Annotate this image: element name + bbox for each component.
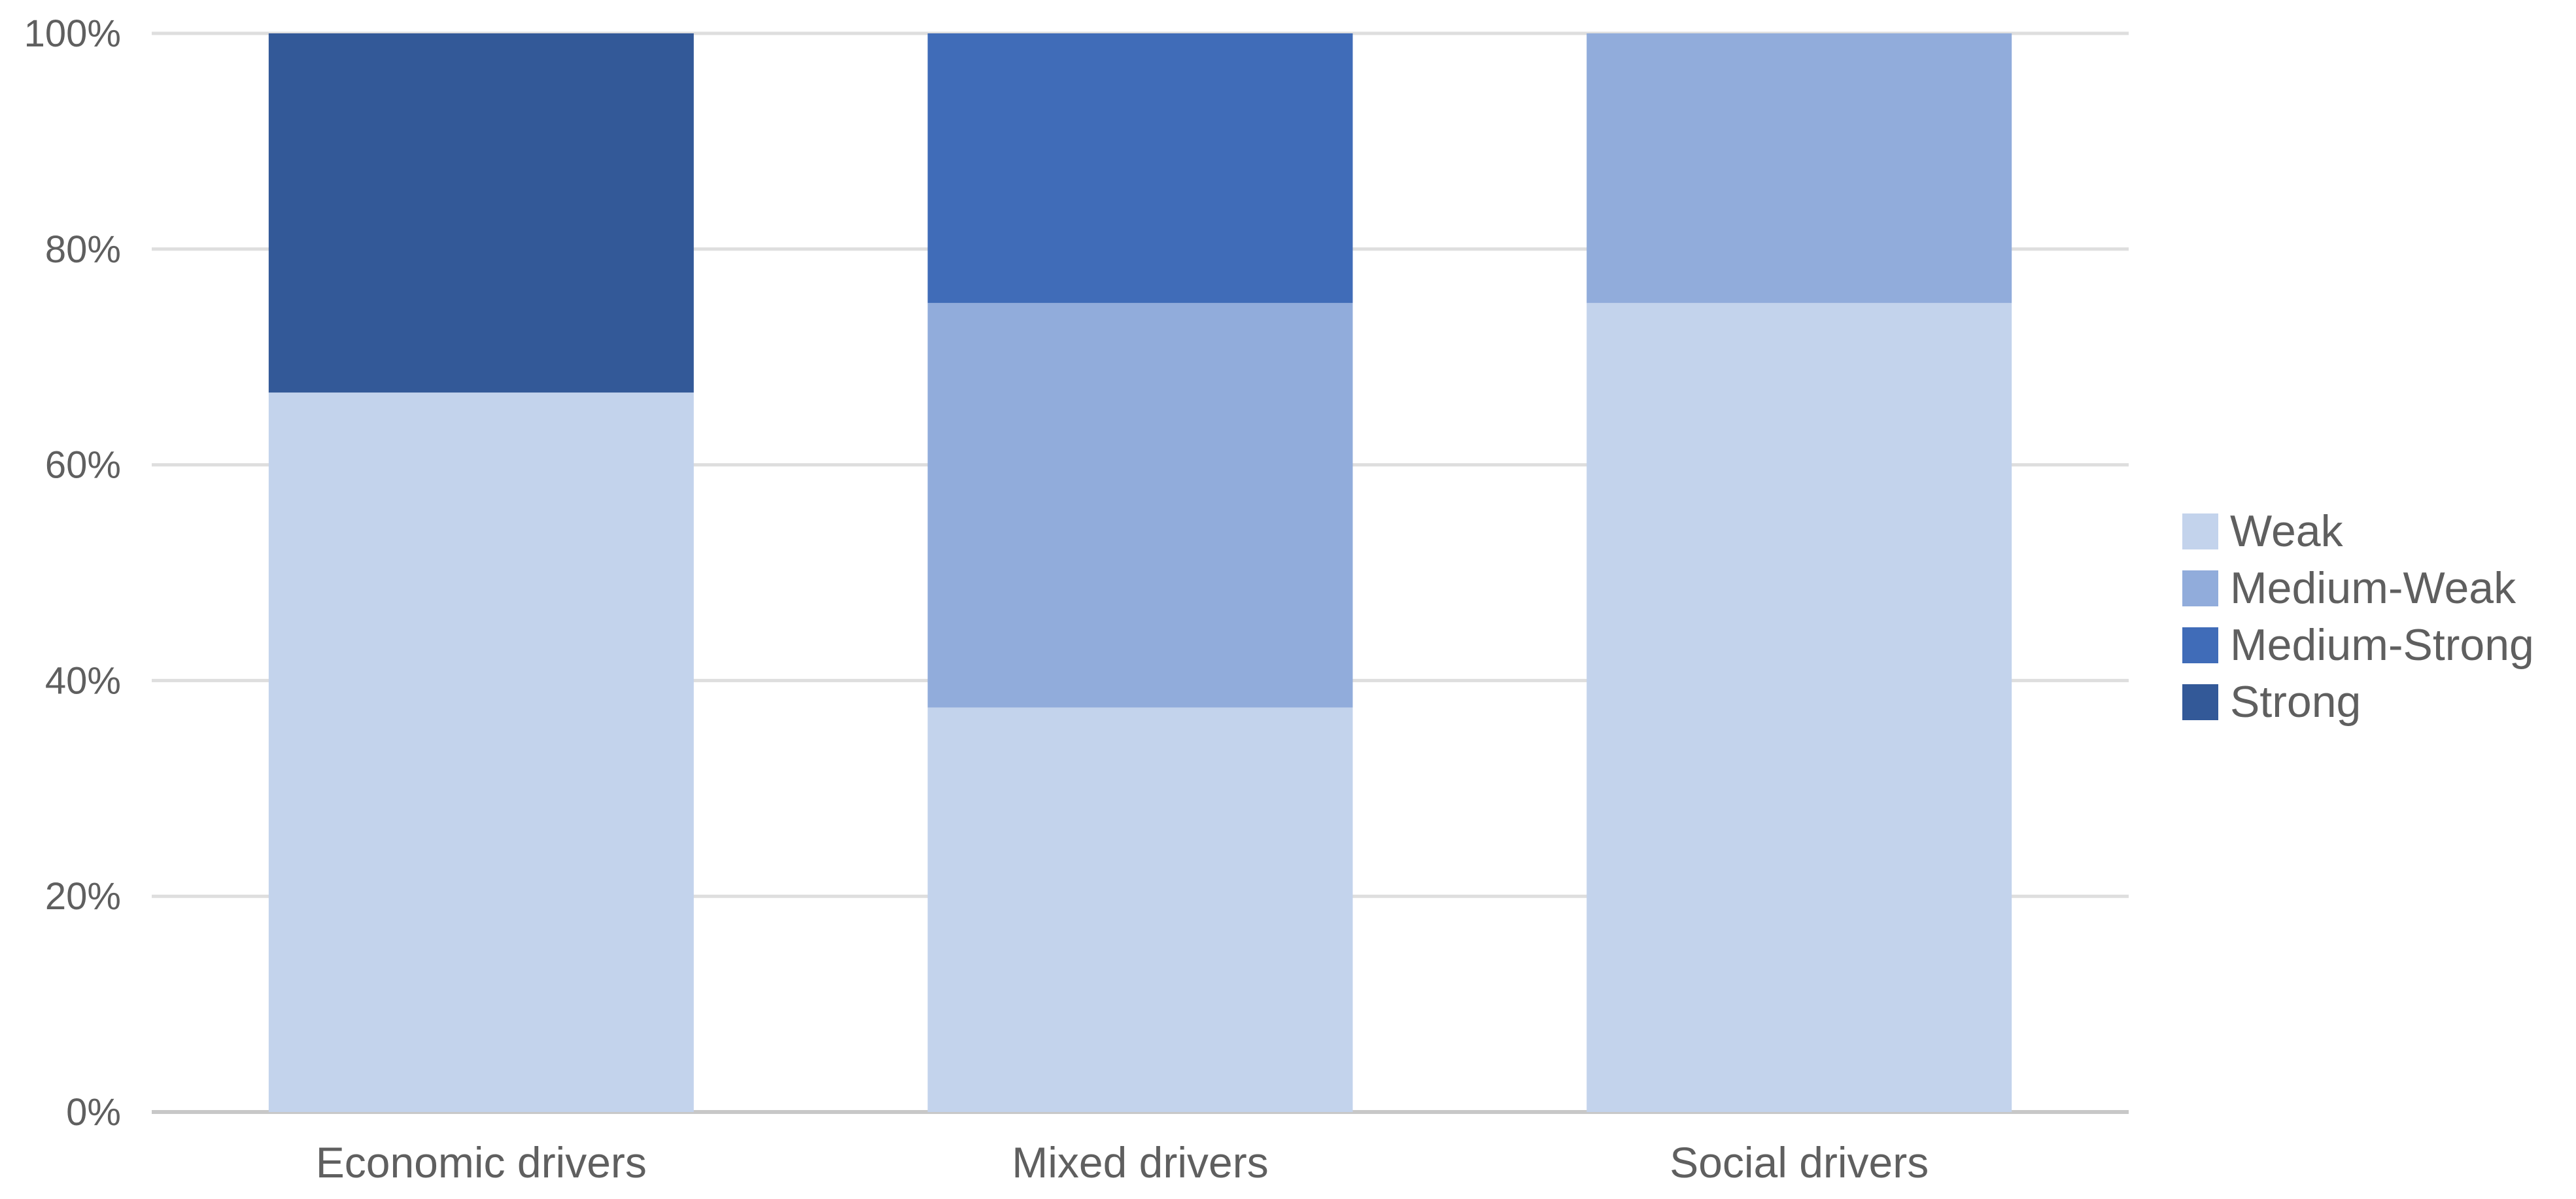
legend-label: Weak bbox=[2230, 506, 2344, 556]
x-category-label: Economic drivers bbox=[316, 1138, 647, 1187]
legend-swatch bbox=[2182, 627, 2218, 663]
legend-swatch bbox=[2182, 684, 2218, 720]
bar-segment-medium-weak bbox=[1587, 33, 2012, 304]
legend-swatch bbox=[2182, 570, 2218, 606]
y-tick-label: 0% bbox=[66, 1091, 121, 1134]
bar-segment-weak bbox=[268, 392, 694, 1113]
legend-label: Medium-Strong bbox=[2230, 620, 2534, 670]
bar-segment-medium-weak bbox=[927, 303, 1353, 708]
legend: Weak Medium-Weak Medium-Strong Strong bbox=[2182, 506, 2534, 727]
x-category-label: Mixed drivers bbox=[1012, 1138, 1268, 1187]
bars bbox=[268, 33, 2012, 1113]
y-tick-label: 100% bbox=[24, 12, 121, 55]
legend-swatch bbox=[2182, 513, 2218, 549]
legend-label: Medium-Weak bbox=[2230, 563, 2516, 613]
bar-segment-strong bbox=[268, 33, 694, 393]
bar-segment-weak bbox=[927, 707, 1353, 1112]
y-tick-label: 40% bbox=[45, 659, 121, 702]
y-tick-label: 60% bbox=[45, 444, 121, 487]
y-tick-label: 20% bbox=[45, 875, 121, 918]
bar-segment-medium-strong bbox=[927, 33, 1353, 304]
y-axis-tick-labels: 0% 20% 40% 60% 80% 100% bbox=[24, 12, 121, 1134]
bar-segment-weak bbox=[1587, 303, 2012, 1112]
y-tick-label: 80% bbox=[45, 228, 121, 271]
legend-label: Strong bbox=[2230, 677, 2361, 727]
x-category-label: Social drivers bbox=[1670, 1138, 1929, 1187]
x-axis-category-labels: Economic drivers Mixed drivers Social driv… bbox=[316, 1138, 1929, 1187]
